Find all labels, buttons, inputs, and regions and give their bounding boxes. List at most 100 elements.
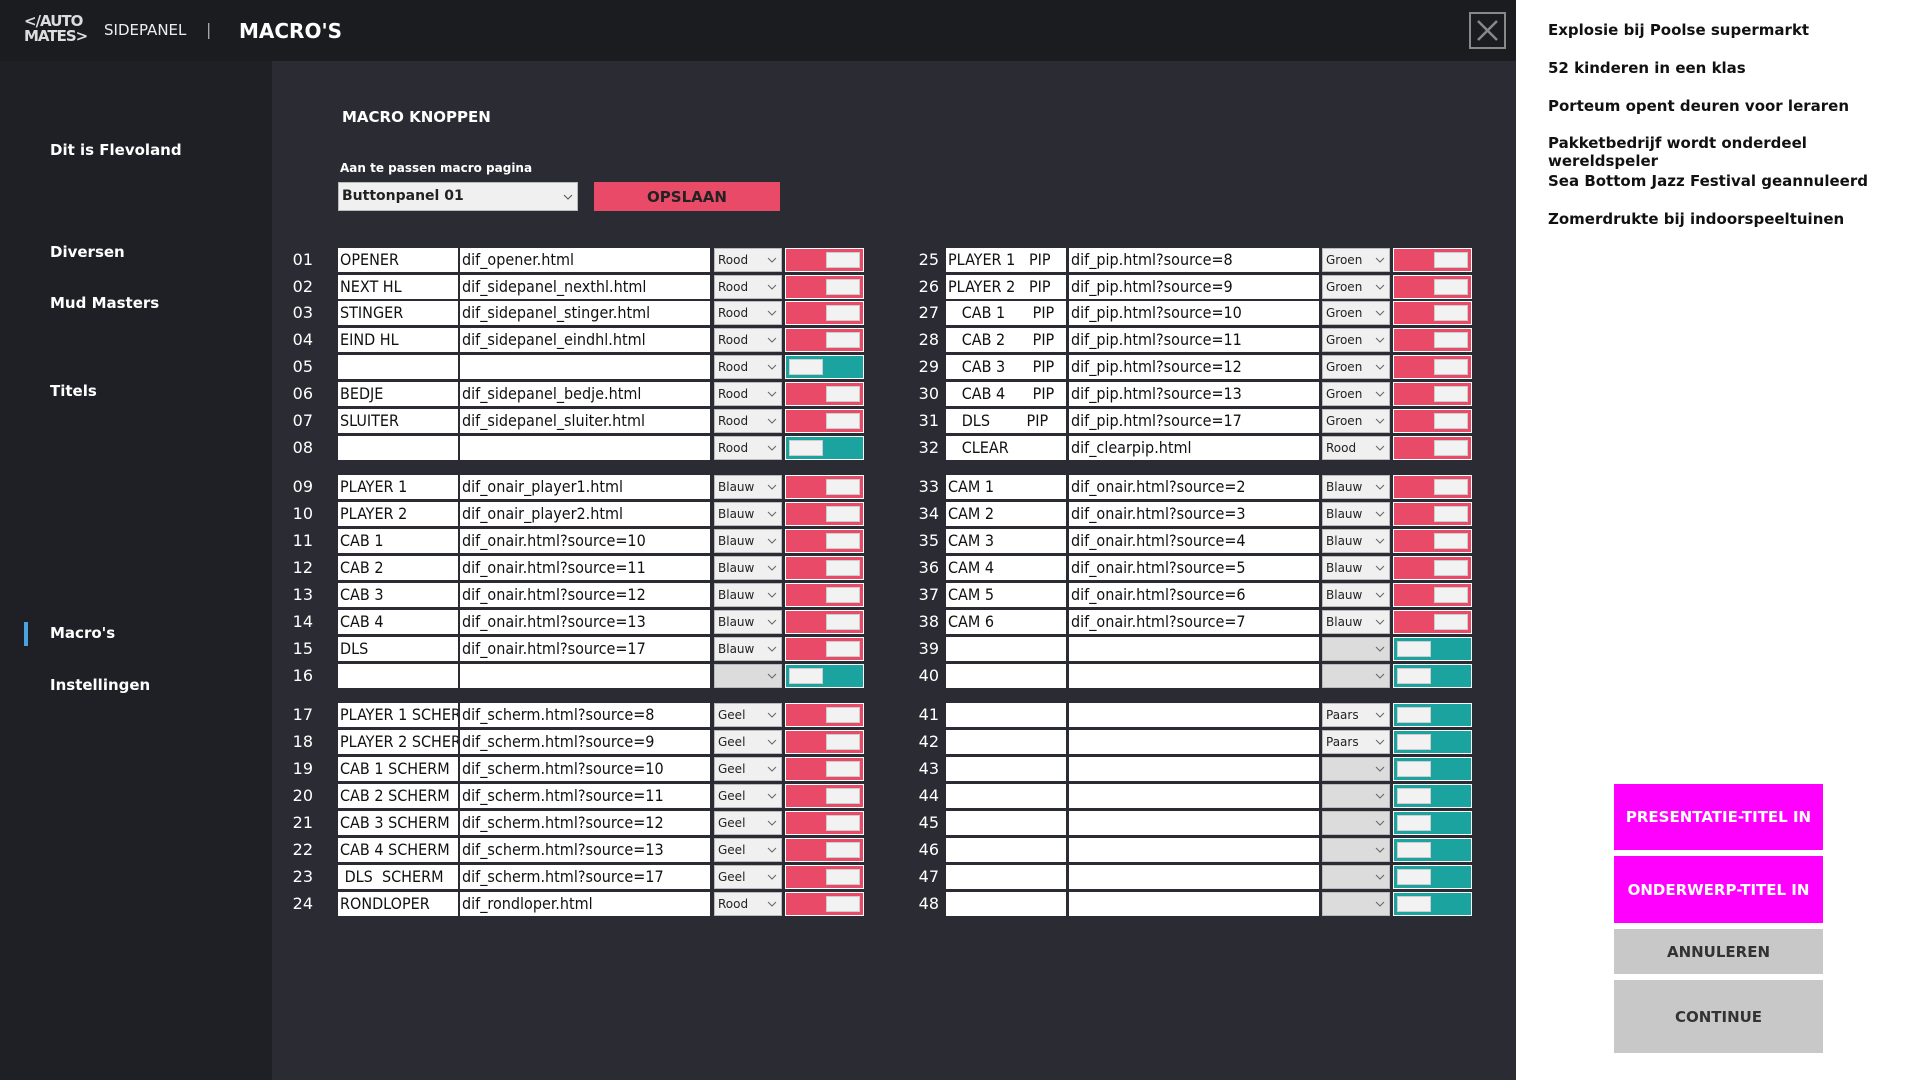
color-select[interactable]: Geel <box>714 703 782 727</box>
toggle[interactable] <box>785 409 864 433</box>
macro-name[interactable]: PLAYER 1 SCHERM <box>338 703 458 727</box>
toggle[interactable] <box>1393 301 1472 325</box>
color-select[interactable]: Paars <box>1322 730 1390 754</box>
macro-name[interactable] <box>946 664 1066 688</box>
toggle[interactable] <box>785 811 864 835</box>
macro-url[interactable]: dif_scherm.html?source=13 <box>460 838 710 862</box>
color-select[interactable]: Blauw <box>714 529 782 553</box>
macro-url[interactable]: dif_onair.html?source=13 <box>460 610 710 634</box>
color-select[interactable]: Rood <box>714 355 782 379</box>
action-button[interactable]: ANNULEREN <box>1614 929 1823 974</box>
macro-name[interactable]: EIND HL <box>338 328 458 352</box>
macro-name[interactable] <box>946 892 1066 916</box>
macro-url[interactable]: dif_scherm.html?source=17 <box>460 865 710 889</box>
toggle[interactable] <box>785 355 864 379</box>
color-select[interactable]: Blauw <box>714 583 782 607</box>
macro-name[interactable]: PLAYER 2 PIP <box>946 275 1066 299</box>
macro-name[interactable]: CAB 3 SCHERM <box>338 811 458 835</box>
color-select[interactable]: Rood <box>1322 436 1390 460</box>
toggle[interactable] <box>1393 838 1472 862</box>
macro-name[interactable]: CAB 4 PIP <box>946 382 1066 406</box>
macro-url[interactable]: dif_onair.html?source=12 <box>460 583 710 607</box>
macro-name[interactable] <box>946 730 1066 754</box>
macro-url[interactable]: dif_pip.html?source=11 <box>1069 328 1319 352</box>
macro-url[interactable]: dif_onair.html?source=10 <box>460 529 710 553</box>
macro-name[interactable] <box>338 436 458 460</box>
color-select[interactable]: Blauw <box>714 637 782 661</box>
macro-url[interactable] <box>460 436 710 460</box>
macro-name[interactable] <box>946 757 1066 781</box>
toggle[interactable] <box>1393 556 1472 580</box>
toggle[interactable] <box>1393 583 1472 607</box>
action-button[interactable]: PRESENTATIE-TITEL IN <box>1614 784 1823 850</box>
macro-url[interactable] <box>1069 637 1319 661</box>
toggle[interactable] <box>785 637 864 661</box>
macro-url[interactable]: dif_pip.html?source=10 <box>1069 301 1319 325</box>
macro-name[interactable]: CAB 1 PIP <box>946 301 1066 325</box>
color-select[interactable]: Paars <box>1322 703 1390 727</box>
color-select[interactable]: Blauw <box>1322 502 1390 526</box>
toggle[interactable] <box>785 275 864 299</box>
color-select[interactable] <box>1322 811 1390 835</box>
toggle[interactable] <box>785 583 864 607</box>
macro-name[interactable]: CAM 2 <box>946 502 1066 526</box>
macro-name[interactable]: CAM 6 <box>946 610 1066 634</box>
toggle[interactable] <box>1393 892 1472 916</box>
macro-name[interactable]: CAB 3 <box>338 583 458 607</box>
macro-url[interactable]: dif_pip.html?source=8 <box>1069 248 1319 272</box>
macro-url[interactable]: dif_rondloper.html <box>460 892 710 916</box>
macro-url[interactable]: dif_pip.html?source=12 <box>1069 355 1319 379</box>
nav-item[interactable]: Titels <box>50 382 97 400</box>
color-select[interactable] <box>1322 637 1390 661</box>
toggle[interactable] <box>1393 637 1472 661</box>
color-select[interactable]: Rood <box>714 382 782 406</box>
color-select[interactable]: Rood <box>714 301 782 325</box>
macro-name[interactable]: BEDJE <box>338 382 458 406</box>
toggle[interactable] <box>785 784 864 808</box>
color-select[interactable] <box>1322 664 1390 688</box>
color-select[interactable] <box>1322 892 1390 916</box>
macro-name[interactable]: CAB 1 SCHERM <box>338 757 458 781</box>
color-select[interactable]: Geel <box>714 757 782 781</box>
macro-url[interactable] <box>1069 892 1319 916</box>
macro-url[interactable]: dif_clearpip.html <box>1069 436 1319 460</box>
toggle[interactable] <box>1393 475 1472 499</box>
macro-url[interactable] <box>1069 865 1319 889</box>
macro-name[interactable]: PLAYER 1 PIP <box>946 248 1066 272</box>
toggle[interactable] <box>785 730 864 754</box>
nav-item[interactable]: Macro's <box>50 624 116 642</box>
toggle[interactable] <box>785 703 864 727</box>
color-select[interactable] <box>1322 757 1390 781</box>
action-button[interactable]: CONTINUE <box>1614 980 1823 1053</box>
macro-url[interactable]: dif_onair_player2.html <box>460 502 710 526</box>
color-select[interactable]: Blauw <box>1322 583 1390 607</box>
news-item[interactable]: Sea Bottom Jazz Festival geannuleerd <box>1548 172 1868 190</box>
macro-url[interactable]: dif_onair.html?source=11 <box>460 556 710 580</box>
color-select[interactable]: Groen <box>1322 382 1390 406</box>
macro-url[interactable] <box>1069 703 1319 727</box>
color-select[interactable]: Groen <box>1322 248 1390 272</box>
macro-name[interactable]: SLUITER <box>338 409 458 433</box>
macro-url[interactable]: dif_onair.html?source=3 <box>1069 502 1319 526</box>
color-select[interactable]: Rood <box>714 892 782 916</box>
macro-name[interactable]: OPENER <box>338 248 458 272</box>
color-select[interactable]: Rood <box>714 409 782 433</box>
macro-url[interactable]: dif_sidepanel_sluiter.html <box>460 409 710 433</box>
macro-name[interactable]: NEXT HL <box>338 275 458 299</box>
news-item[interactable]: Porteum opent deuren voor leraren <box>1548 97 1850 115</box>
toggle[interactable] <box>1393 502 1472 526</box>
macro-name[interactable]: CLEAR <box>946 436 1066 460</box>
toggle[interactable] <box>1393 610 1472 634</box>
macro-name[interactable] <box>338 355 458 379</box>
toggle[interactable] <box>785 529 864 553</box>
macro-url[interactable]: dif_scherm.html?source=9 <box>460 730 710 754</box>
news-item[interactable]: Pakketbedrijf wordt onderdeel wereldspel… <box>1548 134 1807 170</box>
macro-name[interactable]: PLAYER 2 <box>338 502 458 526</box>
toggle[interactable] <box>1393 328 1472 352</box>
toggle[interactable] <box>785 502 864 526</box>
color-select[interactable]: Rood <box>714 275 782 299</box>
page-select[interactable]: Buttonpanel 01 <box>338 182 578 211</box>
nav-item[interactable]: Mud Masters <box>50 294 160 312</box>
toggle[interactable] <box>1393 529 1472 553</box>
macro-name[interactable] <box>946 865 1066 889</box>
